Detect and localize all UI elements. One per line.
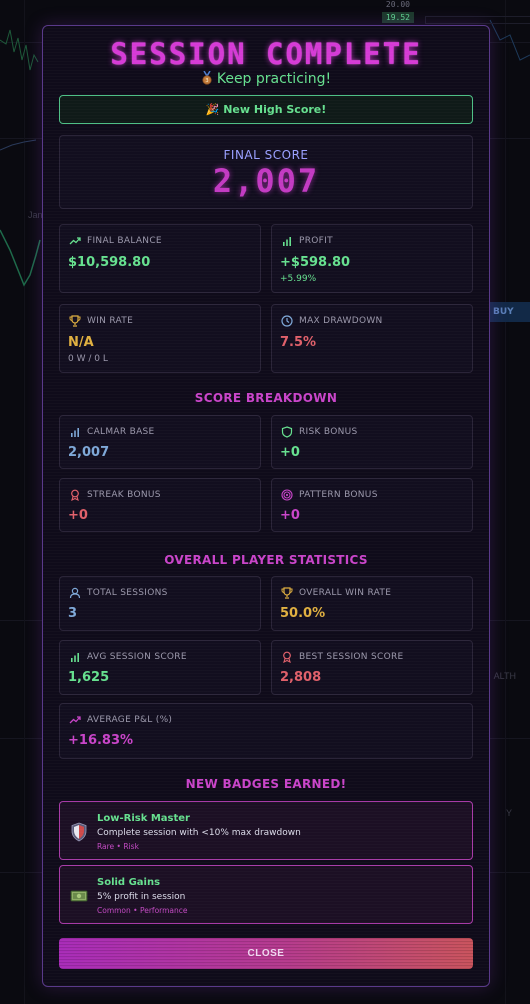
profit-card: PROFIT +$598.80 +5.99% [271, 224, 473, 293]
trend-up-icon [69, 716, 81, 724]
trend-up-icon [69, 237, 81, 245]
win-loss-record: 0 W / 0 L [68, 354, 108, 364]
best-session-score-card: BEST SESSION SCORE 2,808 [271, 640, 473, 695]
overall-stats-heading: OVERALL PLAYER STATISTICS [164, 553, 368, 567]
profit-percent: +5.99% [280, 274, 317, 284]
badge-meta: Rare • Risk [97, 842, 139, 851]
calmar-base-value: 2,007 [68, 445, 110, 460]
grid-line [24, 0, 25, 1004]
trophy-icon [281, 587, 293, 599]
trophy-icon [69, 315, 81, 327]
avg-session-score-card: AVG SESSION SCORE 1,625 [59, 640, 261, 695]
side-panel [425, 16, 530, 24]
bar-chart-icon [283, 237, 291, 246]
final-balance-label: FINAL BALANCE [87, 236, 162, 246]
score-breakdown-heading: SCORE BREAKDOWN [194, 391, 338, 405]
user-icon [69, 587, 81, 599]
pattern-bonus-label: PATTERN BONUS [299, 490, 378, 500]
bar-chart-icon [71, 653, 79, 662]
risk-bonus-card: RISK BONUS +0 [271, 415, 473, 469]
badge-description: 5% profit in session [97, 892, 186, 902]
streak-bonus-value: +0 [68, 508, 88, 523]
max-drawdown-value: 7.5% [280, 335, 317, 350]
close-button[interactable]: CLOSE [59, 938, 473, 969]
total-sessions-value: 3 [68, 606, 78, 621]
award-icon [283, 651, 291, 663]
subtitle-text: Keep practicing! [216, 71, 332, 87]
total-sessions-label: TOTAL SESSIONS [87, 588, 168, 598]
best-session-score-label: BEST SESSION SCORE [299, 652, 404, 662]
background-chart [0, 19, 530, 287]
streak-bonus-label: STREAK BONUS [87, 490, 161, 500]
subtitle: 3 Keep practicing! [43, 71, 489, 87]
max-drawdown-label: MAX DRAWDOWN [299, 316, 383, 326]
best-session-score-value: 2,808 [280, 670, 322, 685]
shield-icon [281, 426, 293, 438]
average-pnl-card: AVERAGE P&L (%) +16.83% [59, 703, 473, 759]
price-tag: 19.52 [381, 12, 414, 23]
price-label: 20.00 [385, 0, 410, 9]
streak-bonus-card: STREAK BONUS +0 [59, 478, 261, 532]
profit-value: +$598.80 [280, 255, 351, 270]
win-rate-label: WIN RATE [87, 316, 134, 326]
final-score-value: 2,007 [212, 162, 320, 200]
profit-label: PROFIT [299, 236, 333, 246]
win-rate-value: N/A [68, 335, 94, 350]
badge-description: Complete session with <10% max drawdown [97, 828, 301, 838]
pattern-bonus-value: +0 [280, 508, 300, 523]
final-score-label: FINAL SCORE [223, 148, 309, 162]
shield-badge-icon [71, 822, 87, 842]
session-complete-modal: SESSION COMPLETE 3 Keep practicing! 🎉 Ne… [42, 25, 490, 987]
award-icon [71, 489, 79, 501]
side-label: Y [505, 808, 512, 818]
overall-win-rate-card: OVERALL WIN RATE 50.0% [271, 576, 473, 631]
risk-bonus-value: +0 [280, 445, 300, 460]
high-score-banner: 🎉 New High Score! [59, 95, 473, 124]
badge-name: Low-Risk Master [97, 813, 190, 824]
bronze-medal-icon: 3 [202, 71, 212, 85]
average-pnl-label: AVERAGE P&L (%) [87, 715, 173, 725]
badge-item: Solid Gains 5% profit in session Common … [59, 865, 473, 924]
modal-title: SESSION COMPLETE [110, 37, 422, 71]
final-balance-card: FINAL BALANCE $10,598.80 [59, 224, 261, 293]
final-score-card: FINAL SCORE 2,007 [59, 135, 473, 209]
total-sessions-card: TOTAL SESSIONS 3 [59, 576, 261, 631]
close-button-label: CLOSE [247, 948, 285, 959]
buy-button[interactable]: BUY [485, 302, 530, 322]
risk-bonus-label: RISK BONUS [299, 427, 358, 437]
badge-name: Solid Gains [97, 877, 161, 888]
final-balance-value: $10,598.80 [68, 255, 151, 270]
overall-win-rate-label: OVERALL WIN RATE [299, 588, 392, 598]
badge-meta: Common • Performance [97, 906, 188, 915]
max-drawdown-card: MAX DRAWDOWN 7.5% [271, 304, 473, 373]
bar-chart-icon [71, 428, 79, 437]
axis-label: Jan [28, 210, 43, 220]
calmar-base-label: CALMAR BASE [87, 427, 155, 437]
svg-text:3: 3 [205, 78, 208, 84]
grid-line [505, 0, 506, 1004]
badge-item: Low-Risk Master Complete session with <1… [59, 801, 473, 860]
badges-heading: NEW BADGES EARNED! [185, 777, 347, 791]
overall-win-rate-value: 50.0% [280, 606, 326, 621]
avg-session-score-value: 1,625 [68, 670, 110, 685]
target-icon [281, 489, 293, 501]
win-rate-card: WIN RATE N/A 0 W / 0 L [59, 304, 261, 373]
health-label: ALTH [493, 671, 516, 681]
avg-session-score-label: AVG SESSION SCORE [87, 652, 187, 662]
clock-icon [281, 315, 293, 327]
calmar-base-card: CALMAR BASE 2,007 [59, 415, 261, 469]
money-icon [70, 890, 88, 902]
average-pnl-value: +16.83% [68, 733, 134, 748]
pattern-bonus-card: PATTERN BONUS +0 [271, 478, 473, 532]
